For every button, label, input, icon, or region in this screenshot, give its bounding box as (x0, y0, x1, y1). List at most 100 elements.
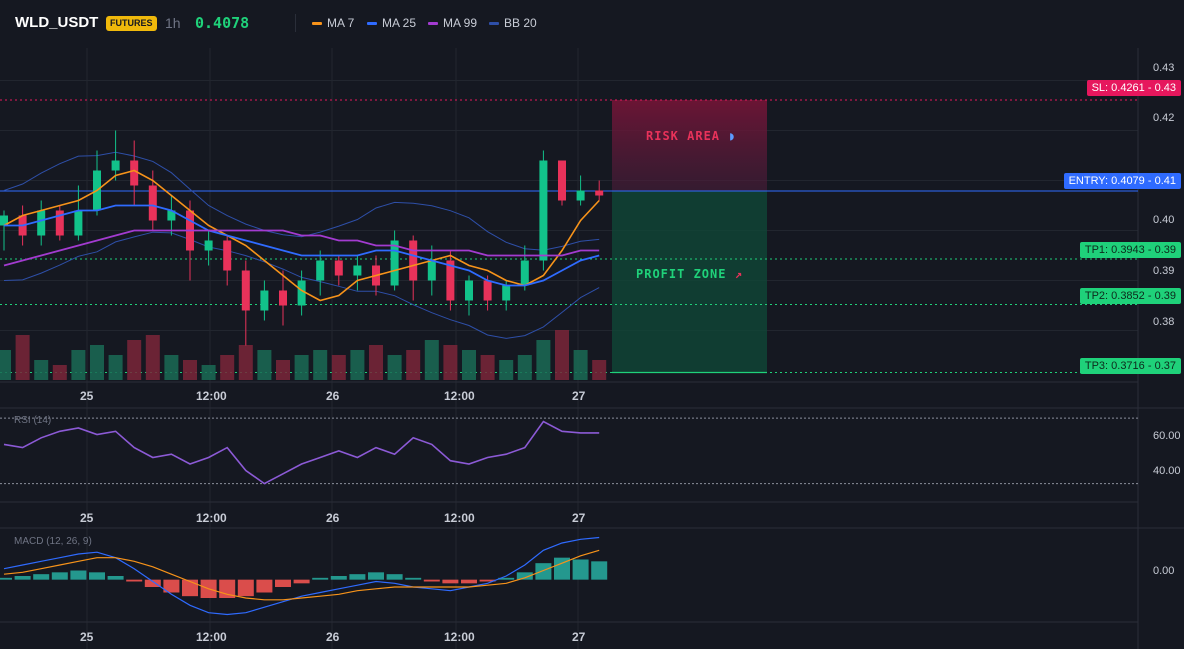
level-lines (0, 99, 1138, 373)
tp3-text: TP3: 0.3716 (1084, 360, 1145, 372)
candle-body (0, 215, 8, 226)
futures-badge: FUTURES (106, 16, 157, 31)
ma-line (3, 169, 600, 302)
candle-body (223, 240, 232, 271)
macd-histogram-bar (442, 579, 459, 584)
last-price: 0.4078 (195, 14, 250, 32)
volume-bar (164, 355, 179, 380)
time-label: 25 (80, 389, 94, 403)
macd-histogram-bar (330, 576, 347, 580)
legend-swatch (489, 21, 499, 25)
macd-histogram-bar (554, 557, 570, 580)
stop-loss-axis: 0.43 (1154, 82, 1176, 94)
ma-line (3, 229, 600, 267)
time-label: 26 (326, 511, 340, 525)
macd-axis-label: 0.00 (1153, 565, 1175, 577)
candle-body (204, 240, 213, 251)
tp2-axis: 0.39 (1154, 290, 1176, 302)
grid-lines (0, 48, 1184, 649)
volume-bar (536, 340, 551, 380)
legend-bb20[interactable]: BB 20 (489, 16, 537, 30)
volume-bar (592, 360, 607, 380)
volume-bar (406, 350, 421, 380)
candle-body (427, 260, 436, 281)
volume-bar (313, 350, 328, 380)
time-label: 25 (80, 511, 94, 525)
volume-bars (0, 330, 607, 380)
time-label: 27 (572, 389, 586, 403)
time-label: 26 (326, 389, 340, 403)
macd-histogram-bar (368, 572, 384, 580)
candle-body (130, 160, 139, 186)
macd-signal-line (3, 549, 600, 601)
rsi-axis-label: 40.00 (1153, 465, 1181, 477)
macd-histogram-bar (405, 577, 422, 580)
entry-tag: ENTRY: 0.4079 - 0.41 (1063, 173, 1181, 189)
legend-ma25[interactable]: MA 25 (367, 16, 416, 30)
candle-body (483, 280, 492, 301)
price-axis-label: 0.38 (1153, 316, 1175, 328)
candle-body (576, 190, 585, 201)
candle-body (595, 190, 604, 196)
time-label: 25 (80, 630, 94, 644)
tp3-axis: 0.37 (1154, 360, 1176, 372)
ma-line (4, 204, 600, 287)
macd-histogram-bar (275, 579, 291, 587)
macd-histogram-bar (70, 570, 87, 580)
header-divider (295, 14, 296, 32)
candle-body (334, 260, 343, 276)
volume-bar (257, 350, 272, 380)
volume-bar (387, 355, 402, 380)
moving-averages (3, 169, 600, 302)
tp2-tag: TP2: 0.3852 - 0.39 (1079, 288, 1181, 304)
candle-body (111, 160, 120, 171)
candle-body (316, 260, 325, 281)
time-label: 12:00 (196, 389, 227, 403)
candle-body (55, 210, 64, 236)
time-label: 26 (326, 630, 340, 644)
symbol-name[interactable]: WLD_USDT (15, 14, 99, 31)
volume-bar (462, 350, 476, 380)
timeframe-selector[interactable]: 1h (165, 15, 181, 31)
macd-histogram-bar (107, 576, 124, 580)
volume-bar (517, 355, 532, 380)
risk-area (612, 100, 767, 191)
volume-bar (331, 355, 346, 380)
macd-histogram-bar (386, 574, 403, 580)
macd-histogram-bar (461, 579, 477, 584)
candle-body (241, 270, 250, 311)
volume-bar (127, 340, 142, 380)
volume-bar (369, 345, 383, 380)
stop-loss-tag: SL: 0.4261 - 0.43 (1086, 80, 1181, 96)
volume-bar (555, 330, 569, 380)
macd-panel (0, 536, 608, 616)
legend-label: MA 7 (327, 16, 355, 30)
legend-ma99[interactable]: MA 99 (428, 16, 477, 30)
volume-bar (276, 360, 290, 380)
legend-swatch (367, 21, 377, 25)
time-label: 12:00 (196, 511, 227, 525)
legend-ma7[interactable]: MA 7 (312, 16, 354, 30)
tp3-tag: TP3: 0.3716 - 0.37 (1079, 358, 1181, 374)
candle-body (446, 260, 455, 301)
candle-body (37, 210, 46, 236)
volume-bar (480, 355, 495, 380)
macd-histogram-bar (535, 563, 552, 580)
volume-bar (71, 350, 86, 380)
volume-bar (90, 345, 104, 380)
candle-body (297, 280, 306, 306)
macd-histogram-bar (0, 577, 12, 580)
bb-upper-line (3, 151, 600, 251)
macd-histogram-bar (516, 572, 533, 580)
shield-icon: ◗ (728, 129, 737, 143)
volume-bar (201, 365, 216, 380)
legend-swatch (428, 21, 438, 25)
profit-zone-label: PROFIT ZONE ↗ (636, 267, 743, 281)
volume-bar (424, 340, 439, 380)
tp1-axis: 0.39 (1154, 244, 1176, 256)
entry-axis: 0.41 (1154, 175, 1176, 187)
legend-label: MA 99 (443, 16, 478, 30)
macd-histogram-bar (182, 579, 198, 597)
stop-loss-text: SL: 0.4261 (1091, 82, 1145, 94)
